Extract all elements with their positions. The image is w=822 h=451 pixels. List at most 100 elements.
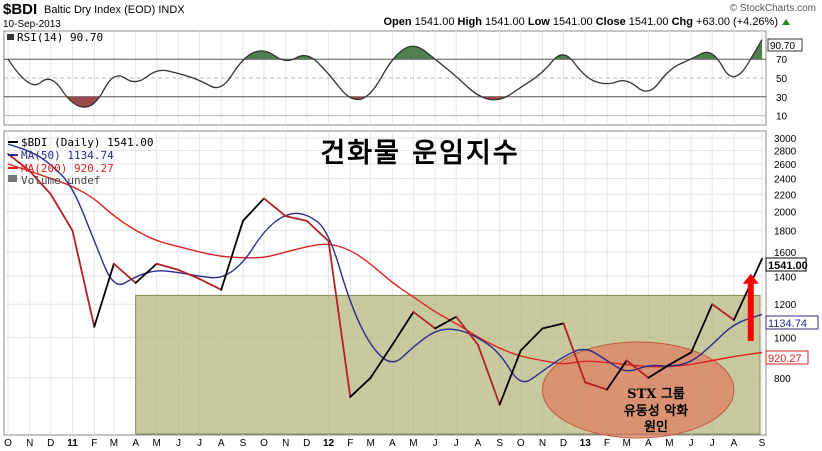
price-tick-label: 2200 — [774, 190, 797, 201]
bdi-segment — [49, 193, 74, 232]
x-tick-label: N — [282, 438, 289, 449]
price-tick-label: 2000 — [774, 208, 797, 219]
x-tick-label: S — [240, 438, 247, 449]
x-tick-label: 12 — [323, 438, 335, 449]
price-panel: 800 1000 1200 1400 1600 1800 2000 2200 2400 2600 2… — [3, 130, 819, 449]
bdi-segment — [349, 376, 372, 398]
bdi-segment — [284, 215, 308, 222]
price-tick-label: 800 — [774, 374, 791, 385]
bdi-segment — [711, 303, 735, 321]
bdi-segment — [584, 381, 608, 391]
volume-icon — [8, 175, 17, 182]
price-tick-label: 2800 — [774, 147, 797, 158]
legend-ma50: MA(50) 1134.74 — [21, 149, 114, 162]
bdi-segment — [28, 170, 52, 196]
bdi-segment — [562, 322, 587, 384]
bdi-segment — [113, 262, 137, 284]
x-tick-label: D — [47, 438, 54, 449]
x-tick-label: A — [218, 438, 225, 449]
bdi-segment — [498, 349, 522, 406]
symbol: $BDI — [3, 1, 37, 18]
price-tick-label: 1400 — [774, 272, 797, 283]
x-tick-label: M — [665, 438, 673, 449]
bdi-segment — [647, 363, 671, 379]
x-tick-label: A — [475, 438, 482, 449]
price-tick-label: 1600 — [774, 248, 797, 259]
x-tick-label: F — [347, 438, 353, 449]
bdi-segment — [198, 277, 223, 291]
bdi-segment — [625, 359, 650, 379]
chart-title: 건화물 운임지수 — [320, 138, 519, 169]
x-tick-label: O — [517, 438, 525, 449]
price-tick-label: 3000 — [774, 134, 797, 145]
bdi-segment — [305, 219, 330, 242]
bdi-price-line — [7, 152, 763, 406]
legend-ma200: MA(200) 920.27 — [21, 162, 114, 175]
x-tick-label: O — [4, 438, 12, 449]
bdi-segment — [369, 343, 394, 379]
chart-header: $BDI Baltic Dry Index (EOD) INDX 10-Sep-… — [3, 1, 816, 30]
x-tick-label: J — [689, 438, 694, 449]
x-tick-label: J — [197, 438, 202, 449]
rsi-tick-label: 70 — [776, 55, 788, 66]
x-tick-label: D — [303, 438, 310, 449]
price-tick-label: 1800 — [774, 227, 797, 238]
rsi-legend-swatch — [7, 34, 14, 40]
price-tick-label: 2400 — [774, 174, 797, 185]
x-tick-label: J — [454, 438, 459, 449]
bdi-segment — [7, 152, 31, 172]
x-tick-label: S — [496, 438, 503, 449]
bdi-segment — [519, 327, 544, 352]
up-triangle-icon — [782, 19, 790, 25]
rsi-last-label: 90.70 — [770, 41, 795, 52]
annotation-line-2: 유동성 악화 — [624, 403, 688, 419]
rsi-line — [7, 39, 763, 108]
price-tick-label: 1000 — [774, 333, 797, 344]
bdi-segment — [71, 229, 96, 328]
price-tick-label: 1200 — [774, 300, 797, 311]
x-tick-label: J — [710, 438, 715, 449]
x-tick-label: A — [645, 438, 652, 449]
ma50-last-label: 1134.74 — [768, 318, 807, 330]
price-tick-label: 2600 — [774, 160, 797, 171]
bdi-segment — [606, 359, 628, 391]
x-tick-label: J — [176, 438, 181, 449]
x-tick-label: N — [539, 438, 546, 449]
bdi-segment — [391, 311, 415, 346]
ohlc-readout: Open 1541.00 High 1541.00 Low 1541.00 Cl… — [383, 16, 778, 28]
bdi-last-label: 1541.00 — [768, 260, 808, 272]
bdi-segment — [412, 311, 437, 330]
stx-ellipse — [541, 341, 735, 439]
annotation-line-1: STX 그룹 — [627, 386, 685, 402]
bdi-segment — [541, 322, 565, 330]
rsi-legend: RSI(14) 90.70 — [17, 31, 103, 44]
bdi-segment — [93, 262, 115, 328]
bdi-segment — [327, 240, 352, 398]
bdi-segment — [455, 315, 479, 346]
bdi-segment — [177, 269, 201, 280]
bdi-segment — [220, 219, 244, 291]
price-legend: $BDI (Daily) 1541.00 MA(50) 1134.74 MA(2… — [8, 136, 153, 187]
x-tick-label: F — [604, 438, 610, 449]
bdi-segment — [477, 343, 501, 406]
bdi-segment — [155, 262, 180, 271]
last-value-labels: 1541.00 1134.74 920.27 — [765, 257, 819, 365]
ma50-last-box — [765, 315, 819, 330]
chart-date: 10-Sep-2013 — [3, 19, 61, 30]
bdi-segment — [690, 303, 714, 354]
x-tick-label: M — [622, 438, 630, 449]
legend-volume: Volume undef — [21, 174, 100, 187]
rsi-tick-label: 10 — [776, 112, 788, 123]
x-tick-label: F — [91, 438, 97, 449]
x-tick-label: M — [153, 438, 161, 449]
x-tick-label: A — [132, 438, 139, 449]
bdi-segment — [134, 262, 158, 284]
x-tick-label: M — [110, 438, 118, 449]
x-tick-label: O — [260, 438, 268, 449]
stockcharts-brand: © StockCharts.com — [730, 3, 816, 14]
x-tick-label: A — [731, 438, 738, 449]
x-tick-label: S — [759, 438, 766, 449]
x-tick-label: 11 — [67, 438, 78, 449]
instrument-name: Baltic Dry Index (EOD) INDX — [44, 4, 185, 16]
